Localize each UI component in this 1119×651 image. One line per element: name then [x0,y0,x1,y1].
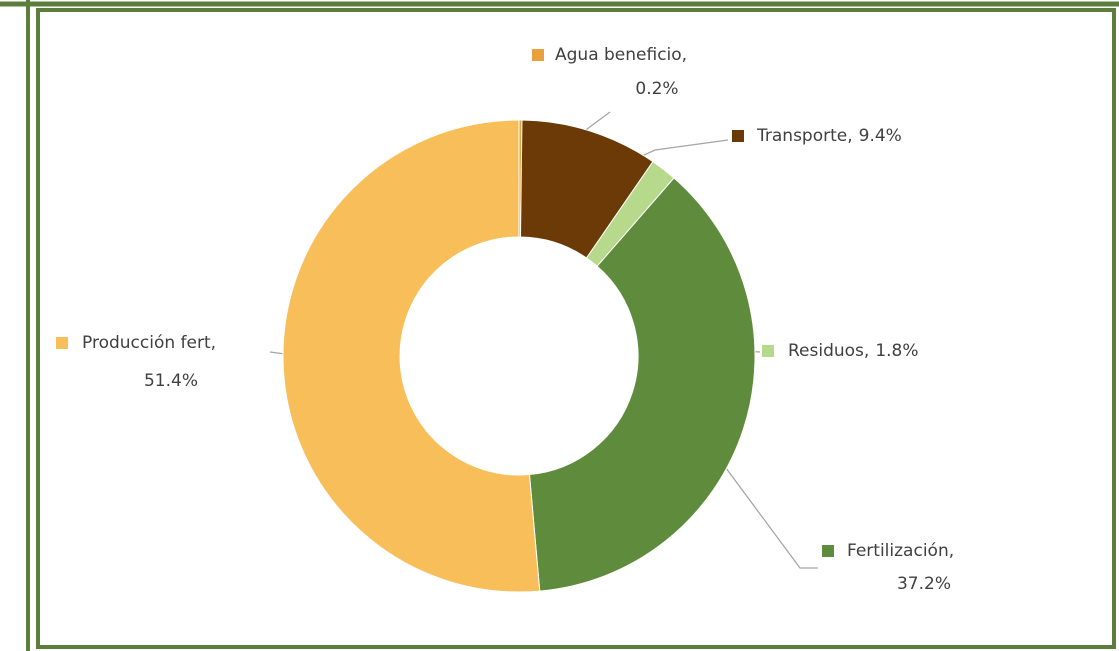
label-marker [732,130,744,142]
value-label: 0.2% [635,79,678,99]
value-label: 51.4% [144,371,198,391]
label-marker [56,337,68,349]
category-label: Fertilización, [847,541,954,561]
data-label: Transporte, 9.4% [756,126,902,146]
donut-slice [282,119,541,593]
value-label: 9.4% [859,126,902,146]
label-marker [822,545,834,557]
category-label: Transporte, [756,126,853,146]
category-label: Producción fert, [82,333,216,353]
data-label: Residuos, 1.8% [788,341,919,361]
label-marker [762,345,774,357]
category-label: Agua beneficio, [555,45,687,65]
donut-slice [528,177,756,592]
category-label: Residuos, [788,341,869,361]
value-label: 1.8% [875,341,918,361]
label-marker [532,49,544,61]
value-label: 37.2% [897,574,951,594]
